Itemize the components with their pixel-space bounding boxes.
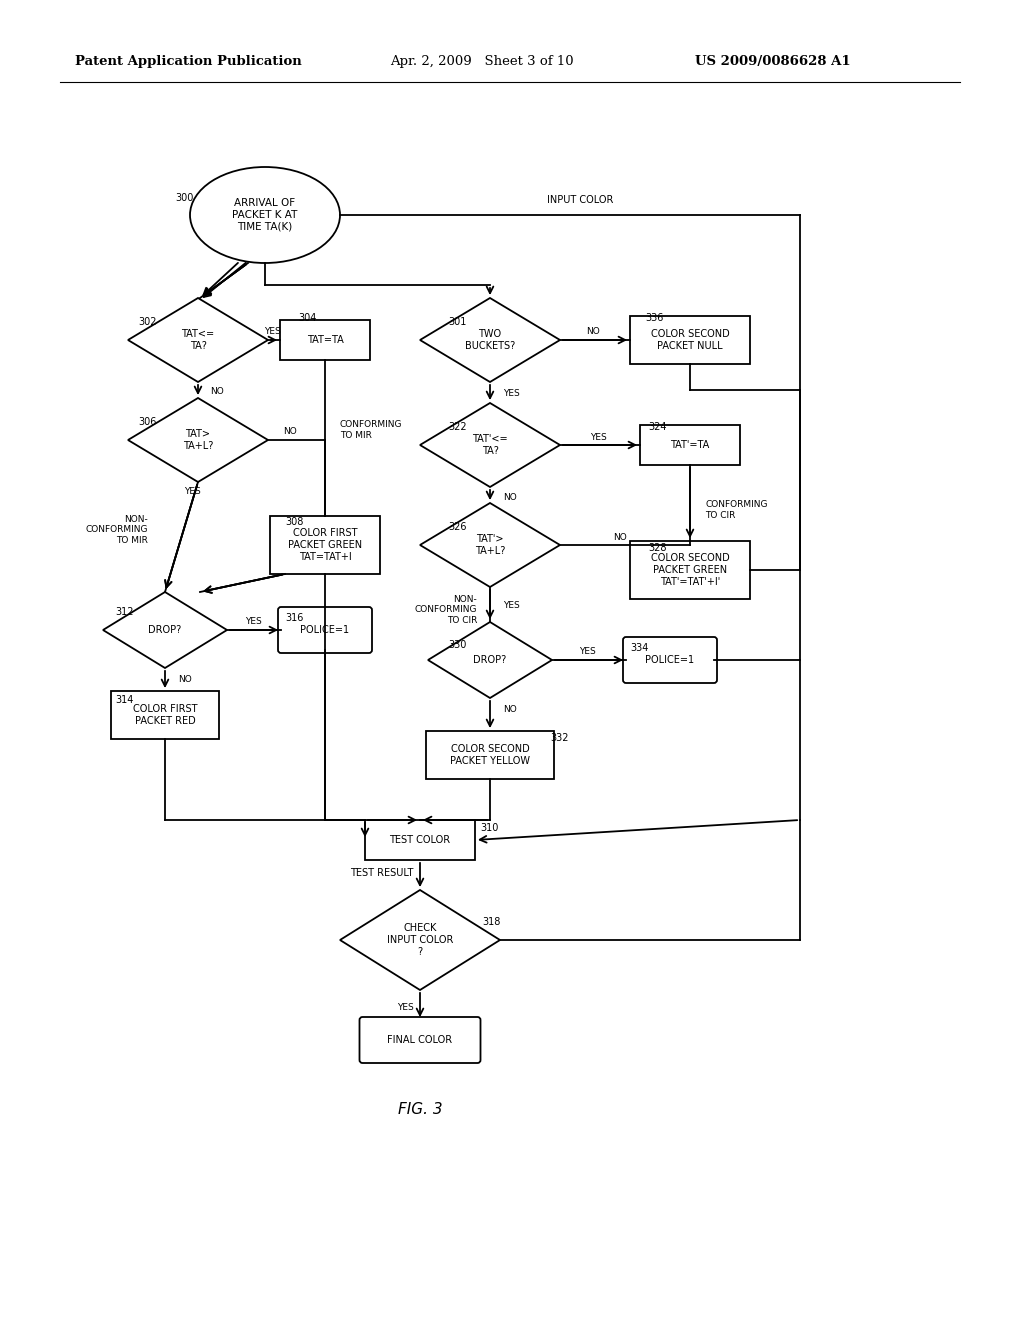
Bar: [270, 516, 380, 574]
Text: TEST COLOR: TEST COLOR: [389, 836, 451, 845]
Text: 312: 312: [115, 607, 133, 616]
Text: 328: 328: [648, 543, 667, 553]
Text: COLOR FIRST
PACKET GREEN
TAT=TAT+I: COLOR FIRST PACKET GREEN TAT=TAT+I: [288, 528, 362, 561]
Text: YES: YES: [184, 487, 201, 496]
Text: YES: YES: [590, 433, 606, 441]
Text: TAT'<=
TA?: TAT'<= TA?: [472, 434, 508, 455]
Text: FIG. 3: FIG. 3: [397, 1102, 442, 1118]
Text: 332: 332: [550, 733, 568, 743]
Text: NON-
CONFORMING
TO CIR: NON- CONFORMING TO CIR: [415, 595, 477, 624]
Bar: [426, 731, 554, 779]
Text: YES: YES: [579, 648, 595, 656]
Text: YES: YES: [503, 388, 520, 397]
Text: TAT'>
TA+L?: TAT'> TA+L?: [475, 535, 505, 556]
Text: TAT'=TA: TAT'=TA: [671, 440, 710, 450]
Text: DROP?: DROP?: [473, 655, 507, 665]
Text: NON-
CONFORMING
TO MIR: NON- CONFORMING TO MIR: [85, 515, 148, 545]
Text: NO: NO: [613, 532, 627, 541]
Text: YES: YES: [245, 618, 261, 627]
Text: NO: NO: [178, 676, 191, 685]
Text: 306: 306: [138, 417, 157, 426]
Text: 316: 316: [285, 612, 303, 623]
Text: DROP?: DROP?: [148, 624, 181, 635]
Text: 314: 314: [115, 696, 133, 705]
Text: POLICE=1: POLICE=1: [645, 655, 694, 665]
Bar: [365, 820, 475, 861]
Text: YES: YES: [503, 601, 520, 610]
Text: 324: 324: [648, 422, 667, 432]
Text: COLOR FIRST
PACKET RED: COLOR FIRST PACKET RED: [133, 704, 198, 726]
Text: 304: 304: [298, 313, 316, 323]
Text: YES: YES: [263, 327, 281, 337]
Bar: [280, 319, 370, 360]
Text: 322: 322: [449, 422, 467, 432]
Text: CHECK
INPUT COLOR
?: CHECK INPUT COLOR ?: [387, 924, 454, 957]
Text: CONFORMING
TO CIR: CONFORMING TO CIR: [705, 500, 768, 520]
Text: 302: 302: [138, 317, 157, 327]
Text: 301: 301: [449, 317, 466, 327]
Text: 310: 310: [480, 822, 499, 833]
Text: TAT=TA: TAT=TA: [306, 335, 343, 345]
Text: 326: 326: [449, 521, 467, 532]
Text: TEST RESULT: TEST RESULT: [350, 869, 414, 878]
Text: INPUT COLOR: INPUT COLOR: [547, 195, 613, 205]
Text: 334: 334: [630, 643, 648, 653]
Text: 308: 308: [285, 517, 303, 527]
Text: YES: YES: [396, 1002, 414, 1011]
Text: COLOR SECOND
PACKET GREEN
TAT'=TAT'+I': COLOR SECOND PACKET GREEN TAT'=TAT'+I': [650, 553, 729, 586]
Text: 336: 336: [645, 313, 664, 323]
Text: CONFORMING
TO MIR: CONFORMING TO MIR: [340, 420, 402, 440]
Text: 330: 330: [449, 640, 466, 649]
Text: TAT>
TA+L?: TAT> TA+L?: [183, 429, 213, 451]
Bar: [111, 690, 219, 739]
Text: POLICE=1: POLICE=1: [300, 624, 349, 635]
Text: COLOR SECOND
PACKET YELLOW: COLOR SECOND PACKET YELLOW: [450, 744, 530, 766]
Bar: [630, 315, 750, 364]
Text: NO: NO: [283, 428, 297, 437]
Text: US 2009/0086628 A1: US 2009/0086628 A1: [695, 55, 851, 69]
Text: NO: NO: [586, 327, 600, 337]
Bar: [630, 541, 750, 599]
Text: 300: 300: [175, 193, 194, 203]
Text: Patent Application Publication: Patent Application Publication: [75, 55, 302, 69]
Text: NO: NO: [503, 492, 517, 502]
Text: TAT<=
TA?: TAT<= TA?: [181, 329, 215, 351]
Text: TWO
BUCKETS?: TWO BUCKETS?: [465, 329, 515, 351]
Text: COLOR SECOND
PACKET NULL: COLOR SECOND PACKET NULL: [650, 329, 729, 351]
Text: NO: NO: [210, 388, 224, 396]
Bar: [640, 425, 740, 465]
Text: NO: NO: [503, 705, 517, 714]
Text: Apr. 2, 2009   Sheet 3 of 10: Apr. 2, 2009 Sheet 3 of 10: [390, 55, 573, 69]
Text: FINAL COLOR: FINAL COLOR: [387, 1035, 453, 1045]
Text: 318: 318: [482, 917, 501, 927]
Text: ARRIVAL OF
PACKET K AT
TIME TA(K): ARRIVAL OF PACKET K AT TIME TA(K): [232, 198, 298, 231]
